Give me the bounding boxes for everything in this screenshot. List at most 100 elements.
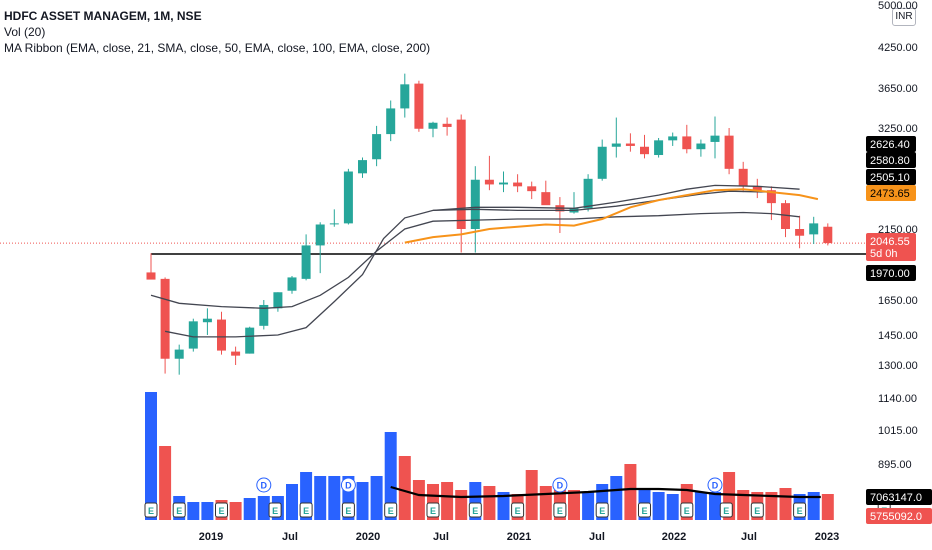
volume-bar	[497, 492, 510, 520]
candle	[428, 121, 438, 138]
volume-bar	[159, 446, 172, 520]
candle	[795, 215, 805, 249]
candle	[146, 253, 156, 280]
svg-text:E: E	[797, 506, 803, 516]
svg-text:E: E	[272, 506, 278, 516]
svg-text:E: E	[176, 506, 182, 516]
volume-bar	[328, 476, 341, 520]
time-tick: Jul	[589, 531, 605, 543]
time-tick: 2020	[356, 531, 380, 543]
ma-ribbon-indicator-label[interactable]: MA Ribbon (EMA, close, 21, SMA, close, 5…	[4, 41, 431, 55]
candle	[343, 168, 353, 225]
svg-text:5d 0h: 5d 0h	[870, 248, 898, 260]
volume-bar	[243, 498, 256, 520]
time-tick: Jul	[282, 531, 298, 543]
svg-text:E: E	[557, 506, 563, 516]
volume-bar	[384, 432, 397, 520]
svg-text:E: E	[472, 506, 478, 516]
earnings-icon: E	[511, 502, 525, 518]
candle	[527, 181, 537, 200]
volume-bar	[187, 502, 200, 520]
price-label: 2626.40	[866, 136, 916, 152]
volume-bar	[229, 502, 242, 520]
candle	[259, 300, 269, 330]
svg-text:E: E	[515, 506, 521, 516]
earnings-icon: E	[215, 502, 228, 518]
earnings-icon: E	[384, 502, 398, 518]
currency-badge[interactable]: INR	[892, 8, 916, 26]
price-tick: 3250.00	[878, 123, 918, 135]
candle	[625, 133, 635, 152]
volume-bar	[610, 476, 623, 520]
volume-bar	[807, 492, 820, 520]
svg-text:E: E	[430, 506, 436, 516]
volume-bar	[582, 492, 595, 520]
time-tick: 2022	[662, 531, 686, 543]
price-label: 7063147.0	[866, 489, 932, 505]
svg-text:2626.40: 2626.40	[870, 139, 910, 151]
events-group: EEEDEEDEEEEEDEEEEDEEEE	[144, 477, 891, 518]
candle	[329, 209, 339, 227]
svg-text:E: E	[388, 506, 394, 516]
candle	[823, 223, 833, 246]
volume-bar	[314, 476, 327, 520]
candle	[668, 132, 678, 146]
volume-bar	[257, 496, 270, 520]
candle	[358, 157, 367, 178]
symbol-title[interactable]: HDFC ASSET MANAGEM, 1M, NSE	[4, 9, 202, 23]
earnings-icon: E	[793, 502, 807, 518]
candle	[724, 128, 734, 175]
svg-text:E: E	[345, 506, 351, 516]
candle	[752, 178, 762, 199]
candle	[484, 155, 494, 191]
price-axis: 5000.004250.003650.003250.002150.001650.…	[878, 0, 918, 471]
volume-bar	[286, 484, 298, 520]
svg-text:E: E	[599, 506, 605, 516]
price-label: 1970.00	[866, 265, 916, 281]
candle	[188, 318, 198, 352]
volume-bar	[652, 492, 665, 520]
candle	[738, 161, 748, 193]
volume-bar	[666, 494, 679, 520]
dividend-icon: D	[707, 477, 723, 493]
earnings-icon: E	[341, 502, 355, 518]
earnings-icon: E	[268, 502, 282, 518]
candle	[597, 139, 607, 181]
candle	[710, 116, 720, 159]
svg-text:7063147.0: 7063147.0	[870, 492, 922, 504]
price-label: 2505.10	[866, 169, 916, 185]
volume-bar	[694, 492, 707, 520]
candle	[273, 292, 283, 312]
earnings-icon: E	[468, 502, 482, 518]
earnings-icon: E	[553, 502, 567, 518]
dividend-icon: D	[256, 477, 272, 493]
candle	[442, 117, 452, 136]
time-tick: 2023	[815, 531, 839, 543]
candle	[513, 174, 523, 193]
candle	[160, 277, 170, 374]
ma-ribbon-slow	[150, 211, 800, 309]
candle	[287, 275, 297, 294]
ema-21-line	[404, 188, 819, 244]
candle	[301, 234, 311, 281]
dividend-icon: D	[552, 477, 568, 493]
svg-text:D: D	[712, 481, 719, 491]
volume-bar	[821, 494, 834, 520]
earnings-icon: E	[426, 502, 440, 518]
price-tick: 895.00	[878, 459, 912, 471]
price-label: 2580.80	[866, 152, 916, 168]
earnings-icon: E	[172, 502, 186, 518]
earnings-icon: E	[719, 502, 733, 518]
svg-text:1970.00: 1970.00	[870, 268, 910, 280]
volume-bar	[441, 482, 454, 520]
ma-ribbon-fast	[432, 184, 800, 212]
svg-text:E: E	[148, 506, 154, 516]
svg-text:E: E	[723, 506, 729, 516]
price-label: 2473.65	[866, 185, 916, 201]
candle	[231, 346, 241, 365]
volume-indicator-label[interactable]: Vol (20)	[4, 25, 46, 39]
time-tick: Jul	[433, 531, 449, 543]
earnings-icon: E	[144, 502, 158, 518]
